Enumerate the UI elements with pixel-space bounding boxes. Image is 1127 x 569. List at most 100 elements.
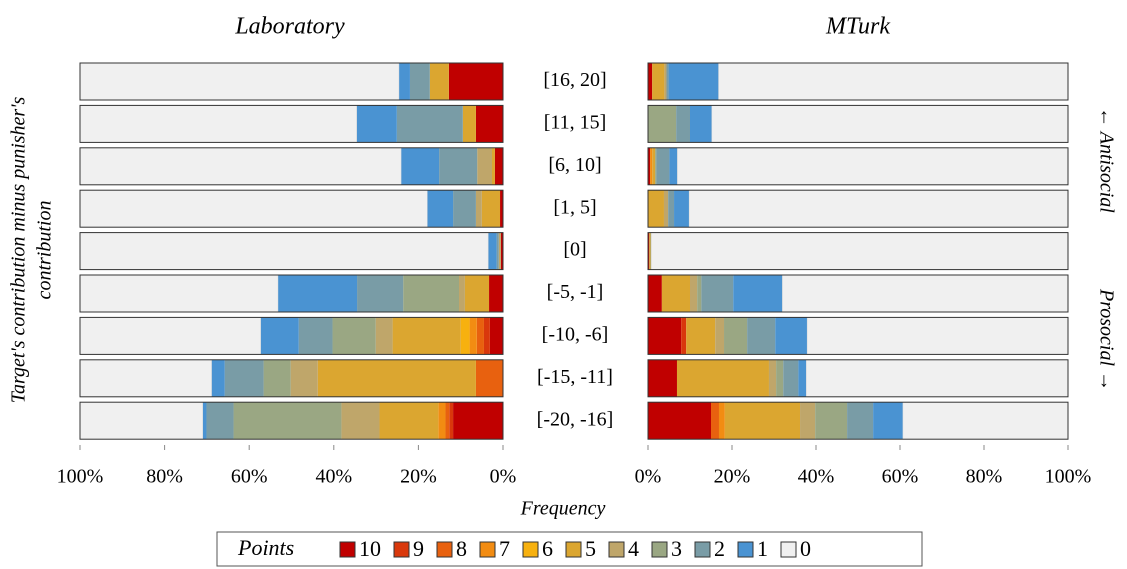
bar-segment bbox=[718, 402, 725, 440]
x-tick-label: 60% bbox=[231, 466, 268, 488]
bar-segment bbox=[453, 190, 476, 228]
legend-label: 9 bbox=[413, 536, 424, 561]
bar-segment bbox=[481, 190, 501, 228]
bar-segment bbox=[649, 232, 651, 270]
bar-segment bbox=[902, 401, 1069, 440]
bar-outline bbox=[79, 401, 504, 440]
legend-swatch bbox=[608, 541, 625, 558]
bar-segment bbox=[500, 232, 503, 270]
x-tick-label: 40% bbox=[315, 466, 352, 488]
bar-outline bbox=[79, 359, 504, 398]
bar-segment bbox=[775, 317, 808, 355]
bar-segment bbox=[79, 105, 357, 143]
bar-segment bbox=[489, 275, 503, 312]
bar-segment bbox=[427, 190, 454, 228]
bar-outline bbox=[79, 274, 504, 313]
bar-segment bbox=[469, 317, 477, 355]
bar-segment bbox=[401, 147, 440, 185]
bar-segment bbox=[690, 275, 698, 312]
legend-swatch bbox=[393, 541, 410, 558]
bar-outline bbox=[647, 316, 1069, 355]
bar-segment bbox=[459, 275, 465, 312]
legend-title: Points bbox=[237, 535, 294, 560]
x-tick-label: 100% bbox=[1045, 466, 1092, 488]
bar-segment bbox=[79, 189, 428, 228]
bar-segment bbox=[341, 402, 380, 440]
bar-segment bbox=[332, 317, 376, 355]
category-label: [11, 15] bbox=[544, 111, 607, 133]
bar-segment bbox=[206, 402, 234, 440]
x-axis-title: Frequency bbox=[520, 498, 606, 520]
bar-segment bbox=[724, 317, 748, 355]
legend-swatch bbox=[436, 541, 453, 558]
bar-segment bbox=[396, 105, 463, 143]
bar-segment bbox=[498, 232, 501, 270]
x-tick-label: 40% bbox=[798, 466, 835, 488]
bar-segment bbox=[686, 317, 716, 355]
bar-outline bbox=[79, 316, 504, 355]
bar-segment bbox=[718, 62, 1069, 101]
bar-outline bbox=[647, 104, 1069, 143]
legend-swatch bbox=[522, 541, 539, 558]
bar-segment bbox=[674, 190, 690, 228]
bar-segment bbox=[260, 317, 299, 355]
bar-segment bbox=[379, 402, 439, 440]
bar-segment bbox=[357, 275, 404, 312]
bar-segment bbox=[356, 105, 397, 143]
legend-label: 7 bbox=[499, 536, 510, 561]
legend-label: 6 bbox=[542, 536, 553, 561]
bar-segment bbox=[650, 232, 652, 270]
bar-segment bbox=[663, 190, 669, 228]
bar-outline bbox=[79, 232, 504, 271]
bar-segment bbox=[211, 359, 225, 397]
x-tick-label: 60% bbox=[882, 466, 919, 488]
legend-swatch bbox=[565, 541, 582, 558]
bar-segment bbox=[263, 359, 291, 397]
bar-segment bbox=[409, 63, 430, 100]
category-label: [-10, -6] bbox=[542, 323, 609, 345]
x-tick-label: 80% bbox=[966, 466, 1003, 488]
bar-segment bbox=[475, 105, 503, 143]
bar-segment bbox=[449, 402, 454, 440]
bar-segment bbox=[648, 63, 653, 100]
bar-outline bbox=[647, 274, 1069, 313]
category-label: [-5, -1] bbox=[547, 281, 604, 303]
bar-segment bbox=[233, 402, 342, 440]
bar-segment bbox=[79, 147, 402, 186]
bar-segment bbox=[697, 275, 702, 312]
bar-segment bbox=[317, 359, 476, 397]
bar-segment bbox=[464, 275, 490, 312]
bar-segment bbox=[476, 317, 484, 355]
legend-label: 3 bbox=[671, 536, 682, 561]
x-tick-label: 20% bbox=[714, 466, 751, 488]
bar-segment bbox=[477, 147, 493, 185]
x-tick-label: 80% bbox=[146, 466, 183, 488]
bar-segment bbox=[668, 190, 675, 228]
bar-segment bbox=[701, 275, 734, 312]
bar-segment bbox=[652, 147, 656, 185]
bar-segment bbox=[298, 317, 333, 355]
bar-segment bbox=[448, 63, 503, 100]
bar-segment bbox=[492, 147, 495, 185]
bar-segment bbox=[815, 402, 848, 440]
legend-label: 5 bbox=[585, 536, 596, 561]
bar-outline bbox=[79, 104, 504, 143]
bar-segment bbox=[806, 359, 1069, 398]
bar-outline bbox=[647, 232, 1069, 271]
bar-segment bbox=[648, 147, 651, 185]
bar-outline bbox=[647, 401, 1069, 440]
bar-segment bbox=[277, 275, 358, 312]
bar-segment bbox=[666, 63, 669, 100]
bar-segment bbox=[668, 63, 719, 100]
legend-label: 8 bbox=[456, 536, 467, 561]
bar-segment bbox=[648, 190, 664, 228]
bar-segment bbox=[847, 402, 874, 440]
bar-segment bbox=[711, 105, 1069, 143]
legend-swatch bbox=[651, 541, 668, 558]
bar-segment bbox=[403, 275, 460, 312]
bar-segment bbox=[747, 317, 776, 355]
annotation: Prosocial → bbox=[1095, 288, 1117, 391]
bar-segment bbox=[460, 317, 470, 355]
bar-segment bbox=[79, 232, 489, 270]
category-label: [1, 5] bbox=[553, 196, 596, 218]
